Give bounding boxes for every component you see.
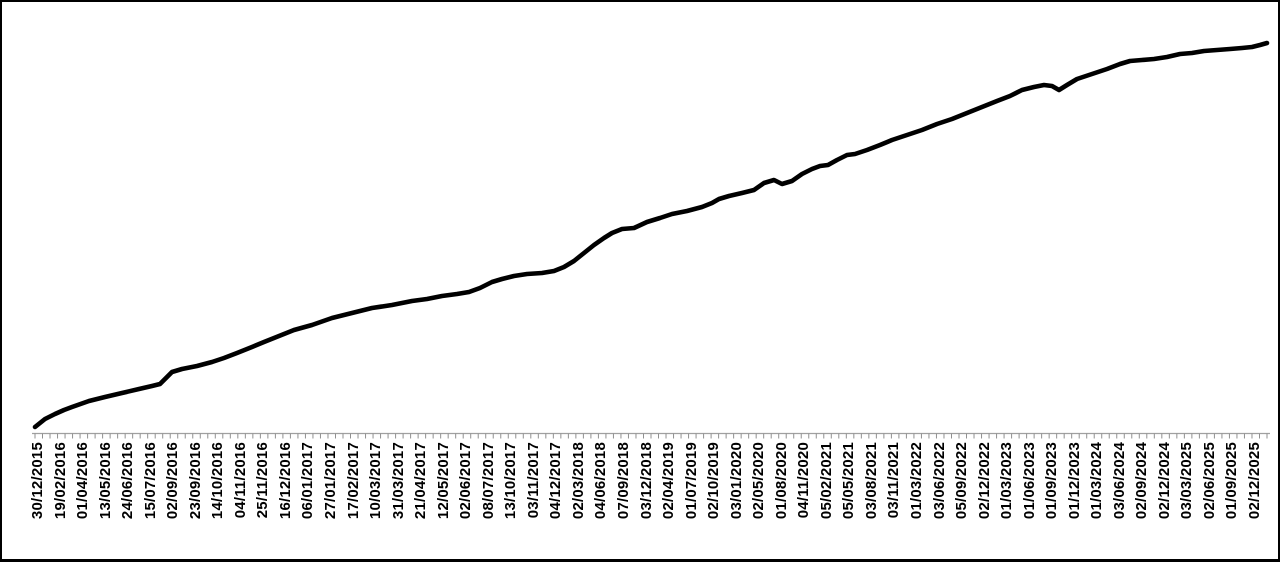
x-axis-ticks [34,433,1268,439]
data-line [32,40,1270,430]
